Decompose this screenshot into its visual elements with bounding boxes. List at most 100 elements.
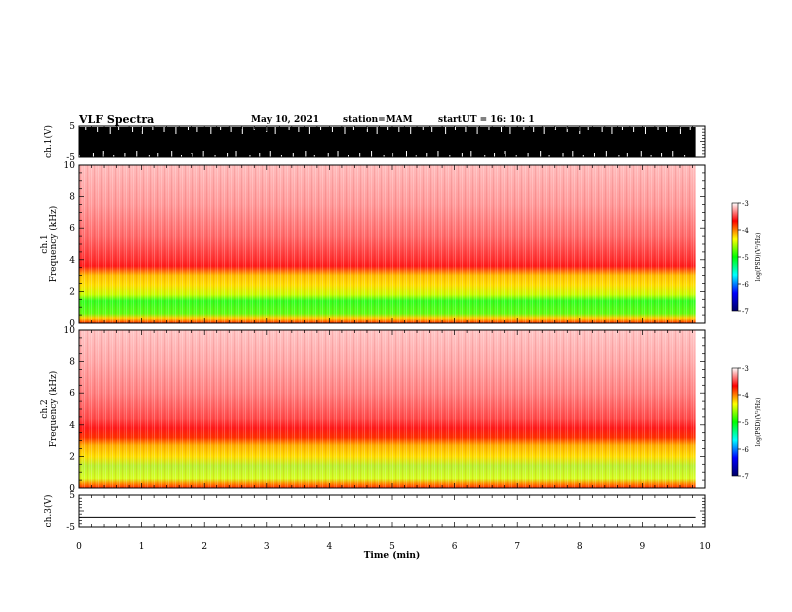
x-tick-label: 6: [452, 542, 458, 552]
ch1-waveform-gap: [672, 151, 674, 157]
ch2-spectrogram-ytick-label: 10: [64, 326, 76, 336]
ch1-waveform-gap: [136, 151, 138, 157]
ch2-spectrogram-ytick-label: 0: [69, 484, 75, 494]
ch1-waveform-gap: [582, 155, 584, 157]
ch1-waveform-gap: [501, 127, 503, 132]
ch1-waveform-gap: [92, 153, 94, 157]
ch1-waveform-gap: [274, 127, 276, 134]
ch2-colorbar-tick-label: -4: [742, 392, 749, 400]
figure-station: station=MAM: [343, 115, 413, 125]
ch1-waveform-gap: [227, 153, 229, 157]
ch1-colorbar-tick-label: -5: [742, 254, 749, 262]
ch3-ytick-label: -5: [66, 523, 75, 533]
ch1-waveform-gap: [118, 127, 120, 130]
ch1-waveform-gap: [181, 155, 183, 157]
ch1-waveform-gap: [405, 151, 407, 157]
ch1-waveform-gap: [410, 127, 412, 134]
ch1-waveform-gap: [650, 155, 652, 157]
ch1-waveform-gap: [689, 127, 691, 130]
ch2-ylabel-channel: ch.2: [40, 399, 50, 418]
ch1-waveform-gap: [392, 153, 394, 157]
ch1-waveform-gap: [445, 127, 447, 134]
ch2-spectrogram-ytick-label: 2: [69, 452, 75, 462]
ch1-spectrogram-texture: [79, 165, 696, 323]
ch1-waveform-gap: [431, 127, 433, 132]
ch1-waveform-gap: [214, 155, 216, 157]
ch1-waveform-gap: [305, 151, 307, 157]
ch1-waveform-gap: [605, 151, 607, 157]
ch1-waveform-gap: [220, 127, 222, 130]
ch1-waveform-gap: [308, 127, 310, 134]
ch1-waveform-gap: [85, 127, 87, 130]
ch1-spectrogram-ytick-label: 6: [69, 224, 75, 234]
ch1-waveform-gap: [679, 127, 681, 134]
ch1-waveform-gap: [249, 155, 251, 157]
ch1-waveform-gap: [626, 153, 628, 157]
figure-start-label: start: [438, 115, 462, 125]
x-tick-label: 3: [264, 542, 270, 552]
ch1-waveform-gap: [465, 127, 467, 132]
ch1-waveform-gap: [148, 155, 150, 157]
ch1-waveform-gap: [543, 127, 545, 134]
ch1-waveform-gap: [572, 151, 574, 157]
x-tick-label: 8: [577, 542, 583, 552]
ch1-waveform-gap: [327, 153, 329, 157]
ch1-waveform-gap: [230, 127, 232, 132]
ch1-waveform-gap: [366, 127, 368, 132]
ch1-waveform-gap: [109, 127, 111, 134]
ch1-waveform-gap: [175, 127, 177, 134]
ch1-waveform-gap: [259, 153, 261, 157]
ch1-spectrogram-ytick-label: 2: [69, 287, 75, 297]
ch1-waveform-gap: [540, 151, 542, 157]
ch1-waveform-gap: [124, 153, 126, 157]
ch2-ylabel-frequency: Frequency (kHz): [48, 371, 59, 448]
ch1-waveform-gap: [344, 127, 346, 134]
ch1-waveform-gap: [313, 155, 315, 157]
ch1-waveform-gap: [611, 127, 613, 134]
ch1-waveform-fill: [79, 127, 696, 157]
ch1-waveform-gap: [533, 127, 535, 132]
ch1-waveform-gap: [523, 127, 525, 130]
ch1-ylabel: ch.1(V): [43, 125, 54, 158]
ch1-waveform-gap: [298, 127, 300, 132]
ch1-colorbar-tick-label: -3: [742, 200, 749, 208]
ch2-colorbar-tick-label: -6: [742, 446, 749, 454]
ch1-waveform-gap: [470, 151, 472, 157]
ch1-waveform-gap: [415, 155, 417, 157]
ch1-waveform-gap: [527, 153, 529, 157]
ch1-waveform-gap: [376, 127, 378, 134]
ch1-waveform-gap: [684, 155, 686, 157]
ch2-spectrogram-ytick-label: 4: [69, 421, 75, 431]
ch1-waveform-gap: [657, 127, 659, 130]
ch3-ylabel: ch.3(V): [43, 495, 54, 528]
ch1-waveform-gap: [426, 153, 428, 157]
ch2-spectrogram-ytick-label: 8: [69, 358, 75, 368]
x-tick-label: 9: [640, 542, 646, 552]
ch1-waveform-gap: [515, 155, 517, 157]
ch1-waveform-gap: [504, 151, 506, 157]
ch1-ytick-label: -5: [66, 153, 75, 163]
ch1-waveform-gap: [618, 155, 620, 157]
ch1-waveform-gap: [241, 127, 243, 134]
ch1-waveform-gap: [488, 127, 490, 130]
ch1-waveform-gap: [449, 155, 451, 157]
ch1-ylabel-channel: ch.1: [40, 234, 50, 253]
ch1-waveform-gap: [387, 127, 389, 130]
ch1-waveform-gap: [132, 127, 134, 132]
ch1-waveform-gap: [454, 127, 456, 130]
ch1-colorbar-tick-label: -6: [742, 281, 749, 289]
ch1-waveform-gap: [383, 155, 385, 157]
ch1-waveform-gap: [152, 127, 154, 130]
ch1-waveform-gap: [554, 127, 556, 130]
ch1-waveform-gap: [644, 127, 646, 134]
ch2-colorbar-tick-label: -5: [742, 419, 749, 427]
ch1-waveform-gap: [461, 153, 463, 157]
ch1-colorbar-label: log(PSD)(V²/Hz): [755, 233, 762, 282]
ch1-waveform-gap: [509, 127, 511, 134]
x-tick-label: 0: [76, 542, 82, 552]
ch2-spectrogram-texture: [79, 330, 696, 488]
ch1-waveform-gap: [371, 151, 373, 157]
ch1-waveform-gap: [621, 127, 623, 130]
ch1-waveform-gap: [331, 127, 333, 132]
ch1-waveform-gap: [210, 127, 212, 134]
